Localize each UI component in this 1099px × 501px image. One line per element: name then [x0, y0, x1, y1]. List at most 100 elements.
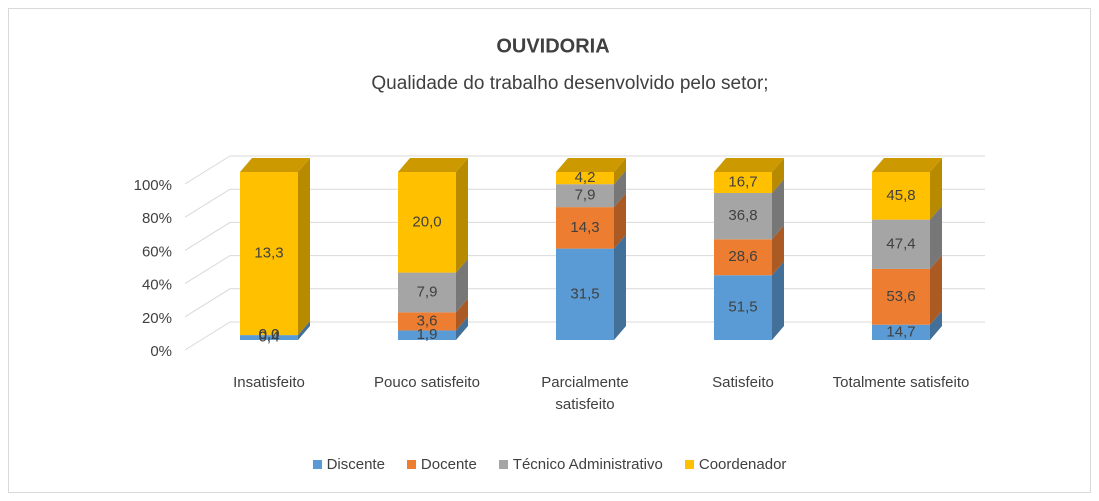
data-label: 7,9 [575, 187, 596, 204]
bar-segment [556, 158, 626, 185]
legend-item: Docente [406, 456, 477, 473]
legend-swatch [684, 460, 694, 469]
data-label: 0,0 [259, 326, 280, 343]
bar-side [614, 170, 626, 208]
legend-item: Coordenador [684, 456, 786, 473]
data-label: 1,9 [417, 326, 438, 343]
bar-front [872, 268, 930, 325]
data-label: 36,8 [728, 207, 757, 224]
data-label: 4,2 [575, 169, 596, 186]
legend-swatch [312, 460, 322, 469]
y-tick-label: 0% [150, 343, 172, 360]
data-label: 14,7 [886, 323, 915, 340]
bar-side [772, 261, 784, 340]
bar-segment [872, 158, 942, 220]
bar-front [398, 172, 456, 273]
bar-top [240, 158, 310, 172]
bar-side [456, 258, 468, 313]
bar-top [872, 158, 942, 172]
bar-side [614, 193, 626, 249]
bar-side [456, 158, 468, 273]
bar-side [298, 158, 310, 336]
bar-side [772, 179, 784, 240]
chart-subtitle: Qualidade do trabalho desenvolvido pelo … [371, 73, 768, 94]
bar-side [614, 234, 626, 340]
bar-front [556, 207, 614, 249]
bar-front [714, 193, 772, 240]
data-label: 7,9 [417, 283, 438, 300]
legend-swatch [498, 460, 508, 469]
data-label: 0,4 [259, 329, 280, 346]
grid-line [184, 155, 985, 185]
data-label: 20,0 [412, 213, 441, 230]
bar-front [872, 172, 930, 220]
bar-top [556, 158, 626, 172]
x-tick-label: Pouco satisfeito [374, 374, 480, 391]
legend-swatch [406, 460, 416, 469]
data-label: 13,3 [254, 245, 283, 262]
bar-front [714, 172, 772, 193]
bar-side [298, 321, 310, 340]
bar-front [556, 248, 614, 340]
legend-label: Docente [420, 456, 477, 473]
legend-item: Discente [312, 456, 385, 473]
bar-side [456, 316, 468, 340]
data-label: 14,3 [570, 219, 599, 236]
bar-segment [872, 254, 942, 325]
legend-item: Técnico Administrativo [498, 456, 663, 473]
bar-segment [872, 310, 942, 340]
bar-side [772, 225, 784, 276]
data-label: 0,0 [259, 326, 280, 343]
bar-side [930, 205, 942, 269]
bar-segment [556, 193, 626, 249]
legend-label: Técnico Administrativo [512, 456, 663, 473]
bar-side [930, 310, 942, 340]
x-tick-label: Satisfeito [712, 374, 774, 391]
bar-front [556, 172, 614, 185]
x-tick-label: Insatisfeito [233, 374, 305, 391]
bar-segment [872, 205, 942, 269]
chart-title: OUVIDORIA [496, 35, 609, 57]
y-tick-label: 80% [142, 210, 172, 227]
y-tick-label: 60% [142, 243, 172, 260]
legend: Discente Docente Técnico Administrativo Coo… [0, 456, 1099, 473]
bar-segment [398, 158, 468, 273]
data-label: 28,6 [728, 248, 757, 265]
y-tick-label: 100% [134, 177, 172, 194]
data-label: 51,5 [728, 299, 757, 316]
bar-front [398, 312, 456, 331]
data-label: 3,6 [417, 312, 438, 329]
bar-side [930, 254, 942, 325]
bar-segment [398, 298, 468, 331]
data-label: 47,4 [886, 235, 915, 252]
data-label: 31,5 [570, 285, 599, 302]
bar-front [714, 239, 772, 276]
bar-segment [714, 225, 784, 276]
bar-front [398, 272, 456, 313]
bar-top [714, 158, 784, 172]
x-tick-label: Totalmente satisfeito [832, 374, 970, 391]
x-tick-label: Parcialmente satisfeito [541, 374, 629, 413]
bar-top [398, 158, 468, 172]
bar-side [772, 158, 784, 193]
legend-label: Discente [326, 456, 385, 473]
data-label: 45,8 [886, 187, 915, 204]
bar-segment [240, 321, 310, 340]
bar-front [240, 172, 298, 336]
y-tick-label: 40% [142, 277, 172, 294]
data-label: 53,6 [886, 288, 915, 305]
bar-segment [714, 179, 784, 240]
bar-side [456, 298, 468, 331]
data-label: 16,7 [728, 173, 757, 190]
bar-segment [714, 261, 784, 340]
bar-segment [240, 158, 310, 336]
bar-side [930, 158, 942, 220]
bar-front [240, 335, 298, 340]
bar-side [614, 158, 626, 185]
bar-front [556, 184, 614, 208]
bar-segment [556, 234, 626, 340]
bar-segment [398, 258, 468, 313]
bar-front [872, 324, 930, 340]
bar-front [714, 275, 772, 340]
